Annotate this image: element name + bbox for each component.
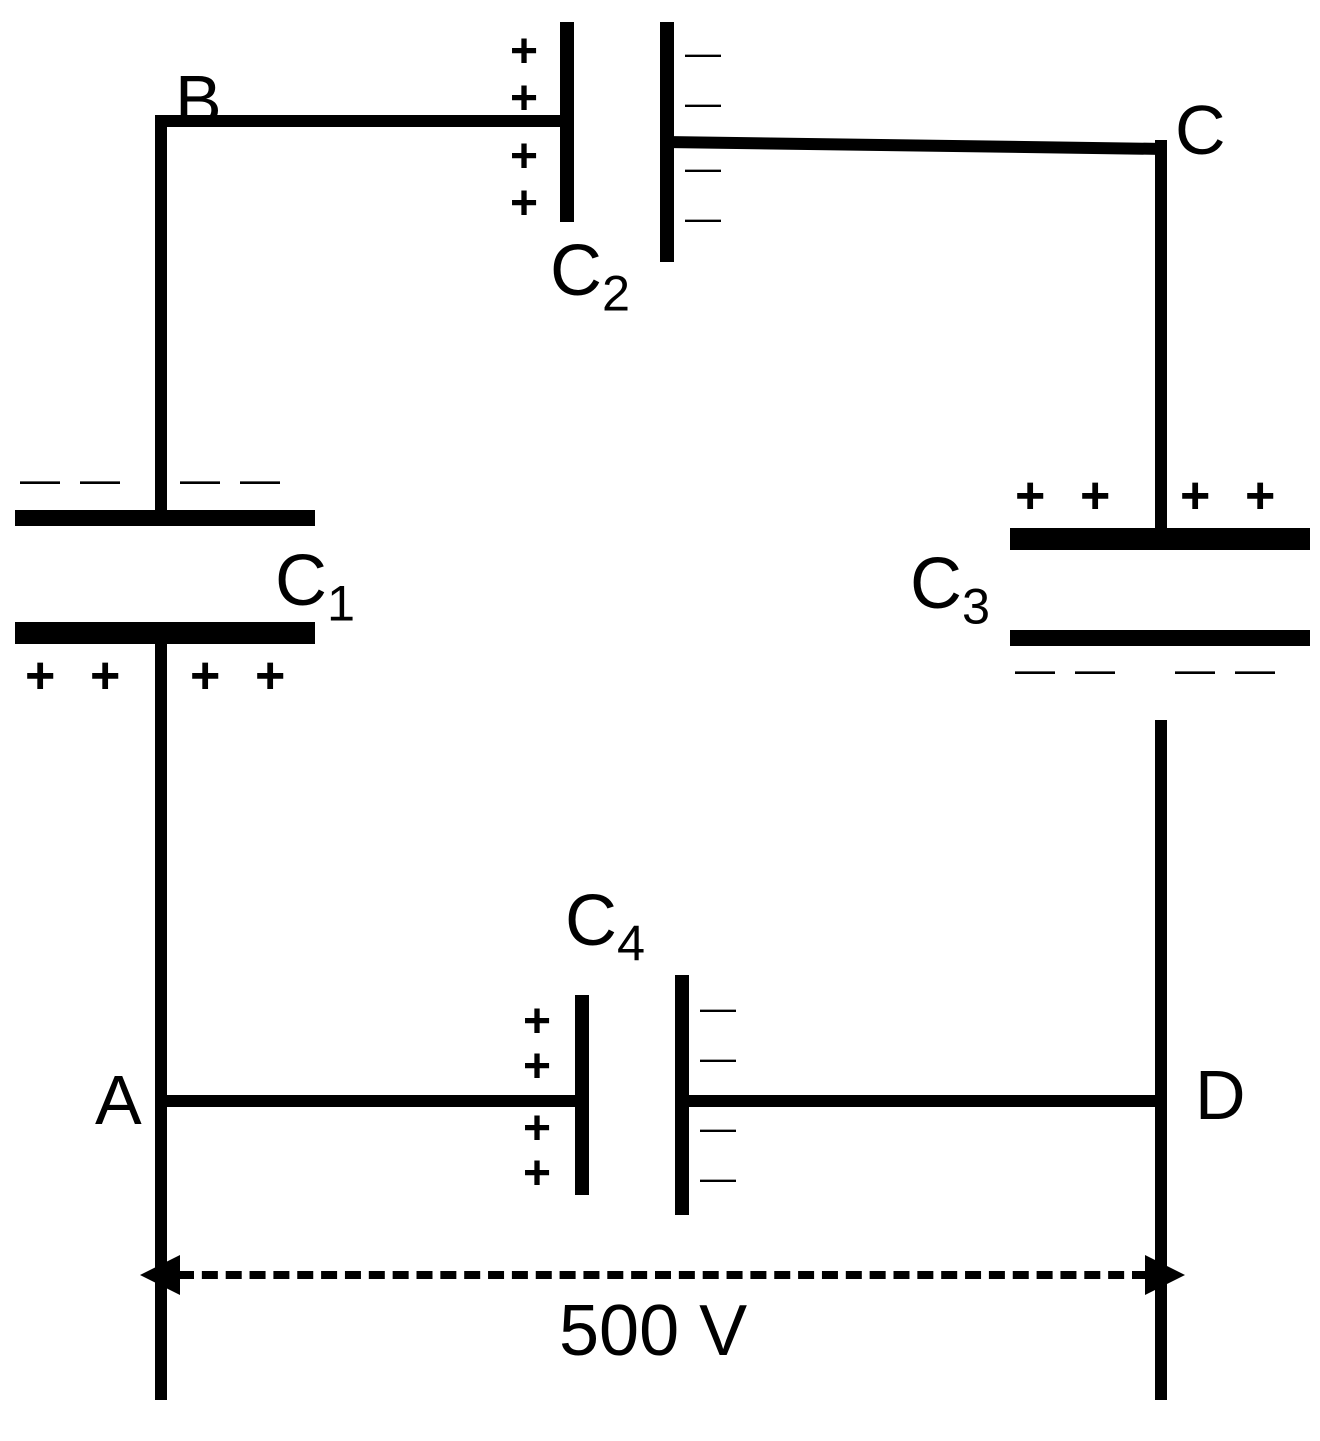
c1-plus-4: + — [255, 650, 285, 702]
node-d: D — [1195, 1055, 1246, 1135]
c2-minus-2: — — [685, 85, 721, 121]
c1-minus-4: — — [240, 460, 280, 500]
c4-minus-2: — — [700, 1040, 736, 1076]
voltage-arrow-line — [178, 1271, 1148, 1279]
label-c2: C2 — [550, 230, 630, 322]
c1-plus-1: + — [25, 650, 55, 702]
c4-plus-4: + — [523, 1150, 551, 1198]
label-c3: C3 — [910, 543, 990, 635]
c3-minus-1: — — [1015, 650, 1055, 690]
c2-minus-1: — — [685, 35, 721, 71]
c3-minus-3: — — [1175, 650, 1215, 690]
c1-minus-2: — — [80, 460, 120, 500]
c2-plus-1: + — [510, 28, 538, 76]
c4-left-plate — [575, 995, 589, 1195]
circuit-diagram: — — — — + + + + + + + + — — — — + + + + … — [0, 0, 1320, 1441]
c1-minus-1: — — [20, 460, 60, 500]
wire-right-bottom — [1155, 720, 1167, 1400]
arrow-left-head — [140, 1255, 180, 1295]
c3-minus-2: — — [1075, 650, 1115, 690]
c2-plus-3: + — [510, 133, 538, 181]
c1-plus-2: + — [90, 650, 120, 702]
c4-minus-3: — — [700, 1110, 736, 1146]
c3-bottom-plate — [1010, 630, 1310, 646]
c3-plus-3: + — [1180, 470, 1210, 522]
c4-plus-1: + — [523, 998, 551, 1046]
c1-bottom-plate — [15, 622, 315, 644]
label-c4: C4 — [565, 880, 645, 972]
wire-right-top — [1155, 140, 1167, 530]
c2-minus-4: — — [685, 200, 721, 236]
c1-plus-3: + — [190, 650, 220, 702]
wire-bottom-right — [680, 1095, 1163, 1107]
c4-minus-1: — — [700, 990, 736, 1026]
node-c: C — [1175, 90, 1226, 170]
c3-plus-2: + — [1080, 470, 1110, 522]
c4-plus-2: + — [523, 1043, 551, 1091]
wire-top-right — [665, 136, 1165, 155]
node-a: A — [95, 1060, 142, 1140]
c3-plus-4: + — [1245, 470, 1275, 522]
arrow-right-head — [1145, 1255, 1185, 1295]
c2-left-plate — [560, 22, 574, 222]
c1-minus-3: — — [180, 460, 220, 500]
c2-minus-3: — — [685, 150, 721, 186]
c3-plus-1: + — [1015, 470, 1045, 522]
c2-right-plate — [660, 22, 674, 262]
wire-bottom-left — [160, 1095, 580, 1107]
voltage-label: 500 V — [555, 1290, 751, 1372]
c2-plus-2: + — [510, 75, 538, 123]
c4-minus-4: — — [700, 1160, 736, 1196]
c4-plus-3: + — [523, 1105, 551, 1153]
c1-top-plate — [15, 510, 315, 526]
c3-top-plate — [1010, 528, 1310, 550]
node-b: B — [175, 60, 222, 140]
wire-left-top — [155, 115, 167, 510]
c2-plus-4: + — [510, 180, 538, 228]
c4-right-plate — [675, 975, 689, 1215]
label-c1: C1 — [275, 540, 355, 632]
c3-minus-4: — — [1235, 650, 1275, 690]
